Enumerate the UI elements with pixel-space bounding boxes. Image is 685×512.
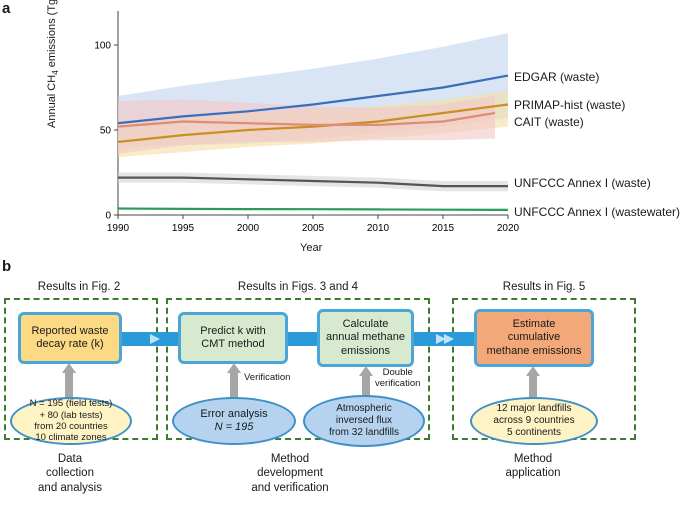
header-fig3-4: Results in Figs. 3 and 4 [237,281,359,293]
pipe-2 [287,332,319,346]
arrow-up-icon [526,366,540,399]
header-fig5: Results in Fig. 5 [502,281,586,293]
box-predict-k: Predict k with CMT method [178,312,288,364]
y-tick-label: 50 [100,126,112,137]
legend-edgar: EDGAR (waste) [514,70,600,84]
chevron-right-icon [150,334,160,344]
caption-method-development: Method development and verification [251,453,329,494]
caption-method-application: Method application [505,453,561,480]
note-verification: Verification [244,372,291,383]
x-tick-label: 1990 [107,223,130,234]
arrow-up-icon [359,366,373,399]
series-line-2 [117,111,496,128]
caption-data-collection: Data collection and analysis [38,453,102,494]
x-tick-label: 2015 [432,223,455,234]
ellipse-landfills: 12 major landfills across 9 countries 5 co… [470,397,598,445]
chevron-right-icon [444,334,454,344]
box-estimate-cumulative: Estimate cumulative methane emissions [474,309,594,367]
legend-primap: PRIMAP-hist (waste) [514,98,626,112]
x-tick-label: 2010 [367,223,390,234]
x-tick-label: 1995 [172,223,195,234]
header-fig2: Results in Fig. 2 [37,281,121,293]
series-line-4 [117,207,509,211]
legend-unfccc-wastewater: UNFCCC Annex I (wastewater) [514,205,681,219]
series-line-0 [117,74,509,125]
series-line-1 [117,103,509,143]
y-tick-label: 0 [105,211,111,222]
note-double-verification: Double verification [375,367,421,389]
legend-unfccc-waste: UNFCCC Annex I (waste) [514,176,651,190]
x-axis-label: Year [300,242,323,254]
arrow-up-icon [62,363,76,399]
group-method-development [166,298,430,440]
y-tick-label: 100 [94,41,111,52]
emissions-line-chart: 1990 1995 2000 2005 2010 2015 2020 0 50 100 [94,11,520,235]
x-tick-label: 2020 [497,223,520,234]
box-reported-decay-rate: Reported waste decay rate (k) [18,312,122,364]
chevron-right-icon [436,334,446,344]
legend-cait: CAIT (waste) [514,115,584,129]
panel-a-letter: a [2,0,11,17]
series-line-3 [118,176,508,188]
series-lines [117,74,509,211]
panel-b-letter: b [2,258,12,275]
box-calculate-emissions: Calculate annual methane emissions [317,309,414,367]
ellipse-atmospheric-flux: Atmospheric inversed flux from 32 landfill… [303,395,425,447]
ellipse-error-analysis: Error analysis N = 195 [172,397,296,445]
arrow-up-icon [227,363,241,399]
ellipse-data-sources: N = 195 (field tests) + 80 (lab tests) fro… [10,397,132,445]
x-tick-label: 2005 [302,223,325,234]
x-tick-label: 2000 [237,223,260,234]
axis-ticks: 1990 1995 2000 2005 2010 2015 2020 0 50 100 [94,41,519,235]
